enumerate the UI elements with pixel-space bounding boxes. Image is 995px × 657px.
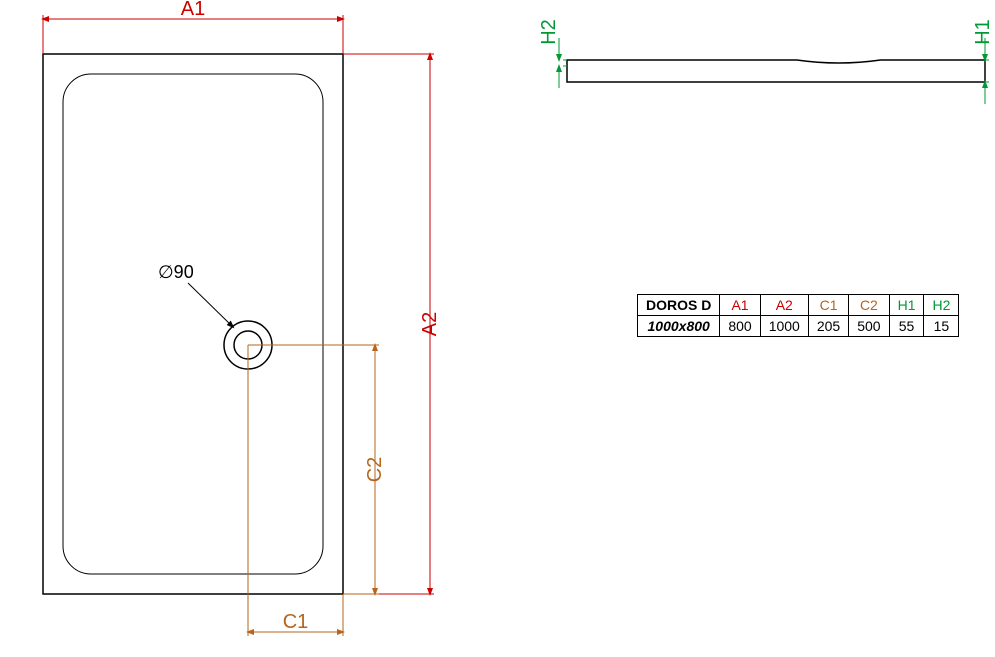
table-cell-c2: 500 <box>849 316 889 337</box>
side-top <box>567 60 985 64</box>
table-cell-h2: 15 <box>924 316 959 337</box>
plan-outer <box>43 54 343 594</box>
table-cell-c1: 205 <box>808 316 848 337</box>
side-body <box>567 64 985 82</box>
drain-label: ∅90 <box>158 262 194 282</box>
table-header-h1: H1 <box>889 295 924 316</box>
drain-leader <box>188 283 233 327</box>
table-header-name: DOROS D <box>638 295 720 316</box>
table-row: 1000x800 800 1000 205 500 55 15 <box>638 316 959 337</box>
table-cell-h1: 55 <box>889 316 924 337</box>
dim-c2-label: C2 <box>364 457 386 483</box>
plan-inner <box>63 74 323 574</box>
dimension-table: DOROS D A1 A2 C1 C2 H1 H2 1000x800 800 1… <box>637 294 959 337</box>
dim-a1-label: A1 <box>181 0 205 20</box>
table-header-row: DOROS D A1 A2 C1 C2 H1 H2 <box>638 295 959 316</box>
table-header-h2: H2 <box>924 295 959 316</box>
table-header-a2: A2 <box>760 295 808 316</box>
table-header-c1: C1 <box>808 295 848 316</box>
dim-h2-label: H2 <box>538 19 560 45</box>
table-header-c2: C2 <box>849 295 889 316</box>
dim-a2-label: A2 <box>419 312 441 336</box>
table-cell-a1: 800 <box>720 316 760 337</box>
table-header-a1: A1 <box>720 295 760 316</box>
table-cell-a2: 1000 <box>760 316 808 337</box>
dim-h1-label: H1 <box>972 19 994 45</box>
dim-c1-label: C1 <box>283 611 309 633</box>
table-cell-name: 1000x800 <box>638 316 720 337</box>
